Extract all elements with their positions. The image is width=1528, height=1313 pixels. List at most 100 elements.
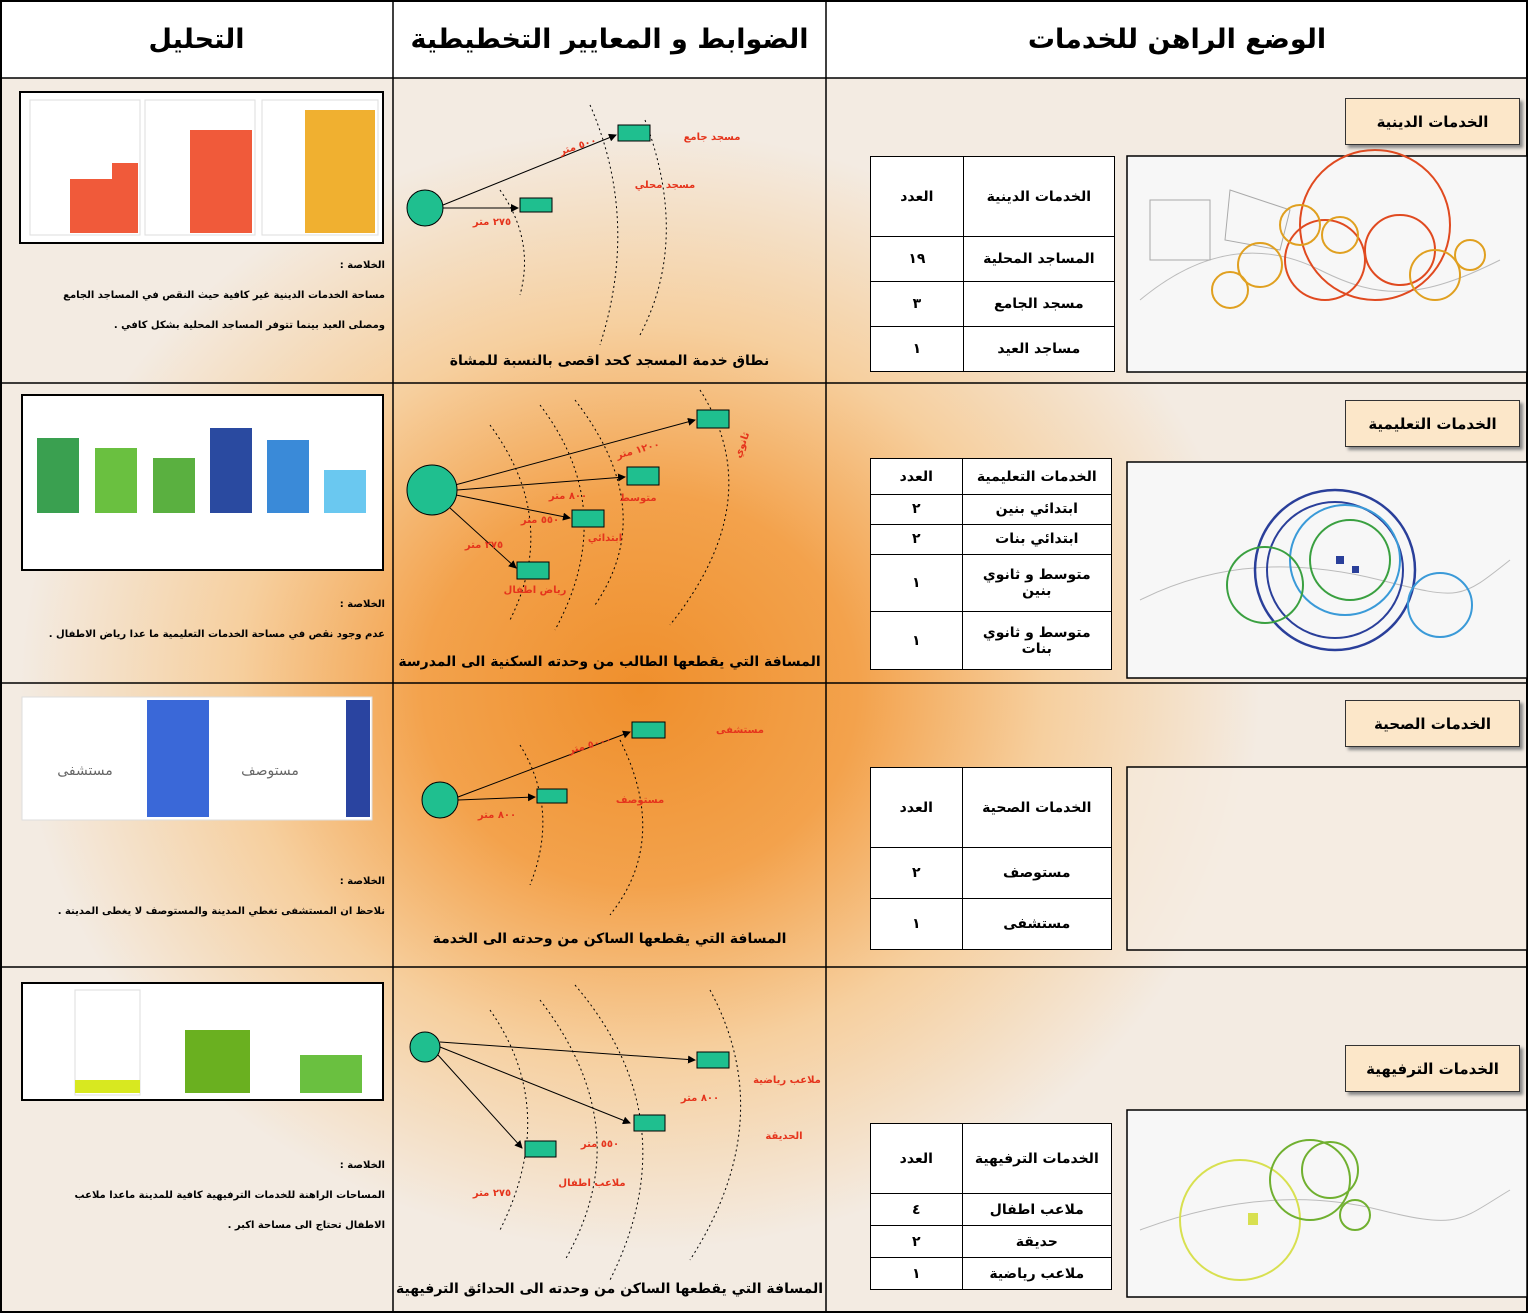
table-row: ابتدائي بنين٢ (871, 495, 1112, 525)
table-cell: ملاعب اطفال (962, 1194, 1111, 1226)
table-cell: ٢ (871, 1226, 963, 1258)
decoration (185, 1030, 250, 1093)
table-header: الخدمات التعليمية (962, 459, 1111, 495)
table-cell: ١٩ (871, 237, 964, 282)
summary: الخلاصة :المساحات الراهنة للخدمات الترفي… (10, 1151, 385, 1241)
diagram-label: ابتدائي (588, 533, 622, 544)
table-cell: ٢ (871, 495, 963, 525)
decoration (517, 562, 549, 579)
thumb-label: مستوصف (241, 763, 299, 779)
summary-line: ومصلى العيد بينما تتوفر المساجد المحلية … (10, 311, 385, 341)
diagram-caption: نطاق خدمة المسجد كحد اقصى بالنسبة للمشاة (393, 353, 826, 369)
decoration: ملاعب رياضية ٨٠٠ متر الحديقة ٥٥٠ متر ملا… (410, 985, 821, 1280)
table-header: العدد (871, 768, 963, 848)
diagram-label: ٥٠٠٠ متر (566, 734, 613, 756)
page-body: مسجد جامع مسجد محلي ٥٠٠ متر ٢٧٥ متر ثانو… (0, 0, 1528, 1313)
decoration (540, 1000, 597, 1260)
summary-line: المساحات الراهنة للخدمات الترفيهية كافية… (10, 1181, 385, 1211)
decoration (640, 120, 666, 335)
table-cell: حديقة (962, 1226, 1111, 1258)
decoration (575, 400, 623, 605)
table-row: المساجد المحلية١٩ (871, 237, 1115, 282)
decoration (438, 1055, 522, 1148)
decoration (537, 789, 567, 803)
decoration (410, 1032, 440, 1062)
table-cell: ٤ (871, 1194, 963, 1226)
table-cell: ملاعب رياضية (962, 1258, 1111, 1290)
table-cell: ٣ (871, 282, 964, 327)
table-header: العدد (871, 1124, 963, 1194)
decoration (1352, 566, 1359, 573)
column-header: التحليل (0, 0, 393, 78)
summary: الخلاصة :مساحة الخدمات الدينية غير كافية… (10, 251, 385, 341)
service-table: الخدمات الدينيةالعددالمساجد المحلية١٩مسج… (870, 156, 1115, 372)
section-title: الخدمات الصحية (1345, 700, 1520, 747)
column-header: الضوابط و المعايير التخطيطية (393, 0, 826, 78)
diagram-label: متوسط (619, 493, 656, 504)
section-title: الخدمات الدينية (1345, 98, 1520, 145)
diagram-label: مسجد محلي (635, 180, 695, 191)
decoration (300, 1055, 362, 1093)
decoration (627, 467, 659, 485)
decoration (75, 1080, 140, 1093)
table-cell: ٢ (871, 848, 963, 899)
table-row: مستوصف٢ (871, 848, 1112, 899)
decoration (267, 440, 309, 513)
decoration (1127, 150, 1527, 372)
page: Services {"header": {"current": "الوضع ا… (0, 0, 1528, 1313)
diagram-label: ٥٠٠ متر (557, 135, 598, 158)
decoration (20, 92, 383, 243)
decoration (1127, 1110, 1527, 1297)
decoration (1127, 1110, 1527, 1297)
table-cell: ١ (871, 1258, 963, 1290)
decoration: مسجد جامع مسجد محلي ٥٠٠ متر ٢٧٥ متر (407, 105, 740, 345)
decoration (440, 1047, 630, 1123)
decoration (147, 700, 209, 817)
diagram-label: ثانوي (733, 431, 753, 460)
summary-title: الخلاصة : (10, 1151, 385, 1181)
decoration (1127, 462, 1527, 678)
decoration (697, 410, 729, 428)
diagram-label: ٥٥٠ متر (580, 1139, 619, 1150)
decoration: مستشفى ٥٠٠٠ متر مستوصف ٨٠٠ متر (422, 722, 764, 915)
diagram-label: رياض اطفال (504, 585, 567, 596)
table-header: الخدمات الترفيهية (962, 1124, 1111, 1194)
diagram-label: مستشفى (716, 725, 764, 736)
decoration (37, 438, 79, 513)
decoration (153, 458, 195, 513)
table-cell: المساجد المحلية (963, 237, 1114, 282)
decoration (634, 1115, 665, 1131)
table-cell: ابتدائي بنين (962, 495, 1111, 525)
table-row: ابتدائي بنات٢ (871, 524, 1112, 554)
decoration (610, 740, 643, 915)
decoration (190, 130, 252, 233)
summary-line: عدم وجود نقص في مساحة الخدمات التعليمية … (10, 620, 385, 650)
table-cell: ابتدائي بنات (962, 524, 1111, 554)
diagram-label: مسجد جامع (684, 132, 741, 143)
table-header: الخدمات الصحية (962, 768, 1111, 848)
diagram-label: ٨٠٠ متر (680, 1093, 719, 1104)
summary-title: الخلاصة : (10, 251, 385, 281)
decoration (1336, 556, 1344, 564)
decoration (95, 448, 137, 513)
summary-line: نلاحظ ان المستشفى تغطي المدينة والمستوصف… (10, 897, 385, 927)
diagram-label: مستوصف (616, 795, 664, 806)
decoration (346, 700, 370, 817)
diagram-label: ٨٠٠ متر (548, 491, 587, 502)
diagram-label: ٢٧٥ متر (472, 1188, 511, 1199)
table-cell: مستشفى (962, 899, 1111, 950)
decoration (324, 470, 366, 513)
decoration (305, 110, 375, 233)
table-row: متوسط و ثانوي بنات١ (871, 612, 1112, 670)
table-cell: ١ (871, 327, 964, 372)
decoration (22, 697, 372, 820)
table-cell: ١ (871, 554, 963, 612)
